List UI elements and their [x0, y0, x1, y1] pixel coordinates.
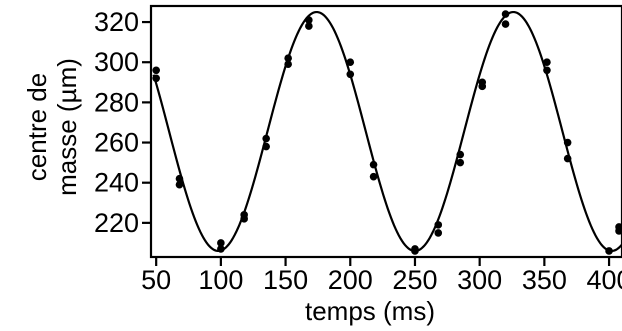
- data-point: [284, 60, 292, 69]
- data-point: [456, 150, 465, 159]
- data-point: [543, 66, 551, 75]
- data-point: [305, 22, 313, 30]
- data-point: [152, 66, 160, 75]
- y-axis-title: centre de masse (µm): [22, 58, 82, 196]
- x-tick-label: 100: [198, 265, 243, 295]
- data-point: [152, 74, 160, 83]
- data-point: [605, 247, 613, 255]
- data-point: [543, 58, 551, 67]
- data-point: [346, 70, 355, 79]
- x-axis: 50 100 150 200 250 300 350 400: [141, 257, 622, 295]
- y-tick-label: 280: [94, 87, 139, 117]
- data-point: [217, 245, 225, 253]
- data-point: [284, 54, 292, 63]
- x-tick-label: 50: [141, 265, 171, 295]
- y-tick-label: 220: [94, 208, 139, 238]
- y-axis-title-line-1: centre de: [22, 73, 52, 181]
- x-tick-label: 400: [587, 265, 622, 295]
- y-tick-label: 320: [94, 7, 139, 37]
- data-point: [434, 221, 443, 229]
- y-axis-title-line-2: masse (µm): [52, 58, 82, 196]
- y-axis: 220 240 260 280 300 320: [94, 7, 151, 238]
- x-tick-label: 300: [457, 265, 502, 295]
- data-point: [456, 158, 465, 167]
- data-point: [175, 174, 184, 183]
- x-tick-label: 150: [263, 265, 308, 295]
- data-point: [478, 78, 487, 87]
- data-point: [262, 134, 270, 143]
- fit-curve: [152, 10, 622, 253]
- data-point: [346, 58, 355, 67]
- x-tick-label: 350: [522, 265, 567, 295]
- data-point: [563, 154, 572, 163]
- data-point: [175, 180, 184, 189]
- x-tick-label: 200: [328, 265, 373, 295]
- data-points: [152, 10, 622, 255]
- data-point: [369, 172, 378, 181]
- y-tick-label: 300: [94, 47, 139, 77]
- data-point: [563, 138, 572, 147]
- x-tick-label: 250: [392, 265, 437, 295]
- data-point: [217, 239, 225, 247]
- data-point: [411, 245, 419, 253]
- data-point: [369, 160, 378, 169]
- data-point: [434, 229, 443, 237]
- data-point: [240, 211, 248, 219]
- plot-frame: [149, 4, 622, 259]
- x-axis-title: temps (ms): [305, 296, 435, 326]
- data-point: [305, 16, 313, 24]
- y-tick-label: 240: [94, 168, 139, 198]
- data-point: [501, 10, 510, 18]
- data-point: [262, 142, 270, 151]
- y-tick-label: 260: [94, 128, 139, 158]
- data-point: [501, 20, 510, 28]
- data-point: [615, 223, 622, 231]
